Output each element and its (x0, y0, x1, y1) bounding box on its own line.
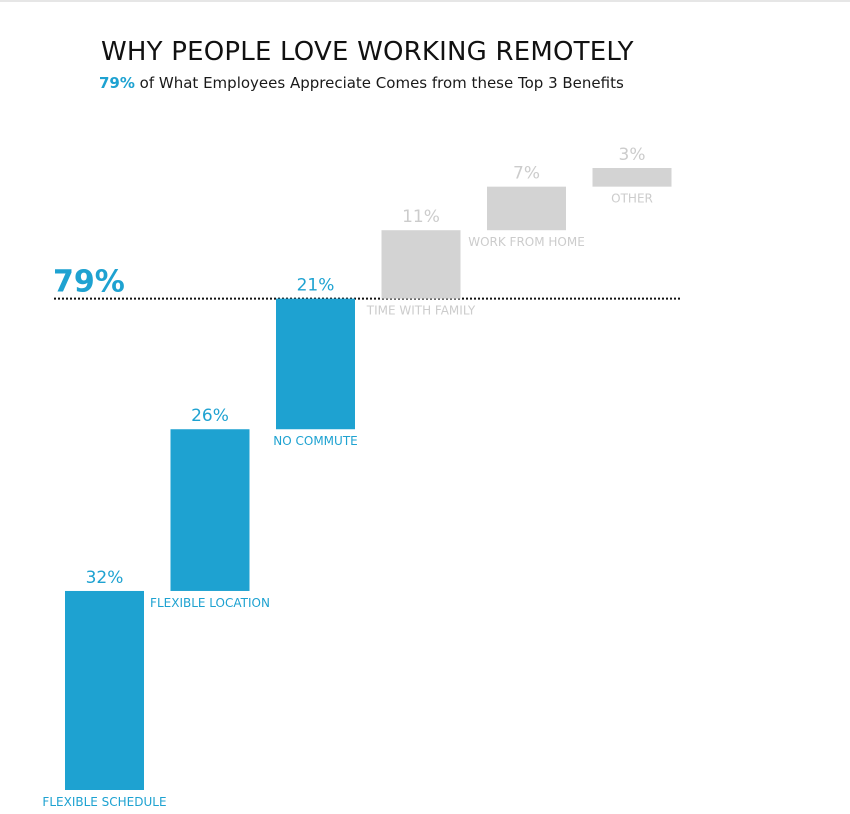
bar-no-commute (276, 298, 355, 430)
value-label-other: 3% (619, 145, 646, 165)
bar-flexible-location (170, 429, 250, 591)
category-label-flexible-schedule: FLEXIBLE SCHEDULE (42, 795, 166, 809)
bar-other (592, 168, 672, 187)
value-label-time-with-family: 11% (402, 207, 440, 227)
value-label-no-commute: 21% (297, 276, 335, 296)
category-label-no-commute: NO COMMUTE (273, 434, 357, 448)
subtitle-highlight: 79% (99, 74, 135, 92)
bar-work-from-home (487, 186, 566, 231)
category-label-other: OTHER (611, 192, 653, 206)
value-label-flexible-schedule: 32% (86, 568, 124, 588)
category-label-work-from-home: WORK FROM HOME (468, 235, 585, 249)
bar-time-with-family (381, 230, 461, 299)
chart-subtitle: 79% of What Employees Appreciate Comes f… (99, 74, 624, 92)
chart-title: WHY PEOPLE LOVE WORKING REMOTELY (101, 37, 634, 67)
value-label-flexible-location: 26% (191, 406, 229, 426)
subtitle-text: of What Employees Appreciate Comes from … (134, 74, 624, 92)
category-label-time-with-family: TIME WITH FAMILY (366, 304, 476, 318)
top-rule (0, 0, 850, 2)
reference-line-label: 79% (53, 265, 125, 300)
category-label-flexible-location: FLEXIBLE LOCATION (150, 596, 270, 610)
value-label-work-from-home: 7% (513, 164, 540, 184)
bar-flexible-schedule (65, 590, 144, 790)
